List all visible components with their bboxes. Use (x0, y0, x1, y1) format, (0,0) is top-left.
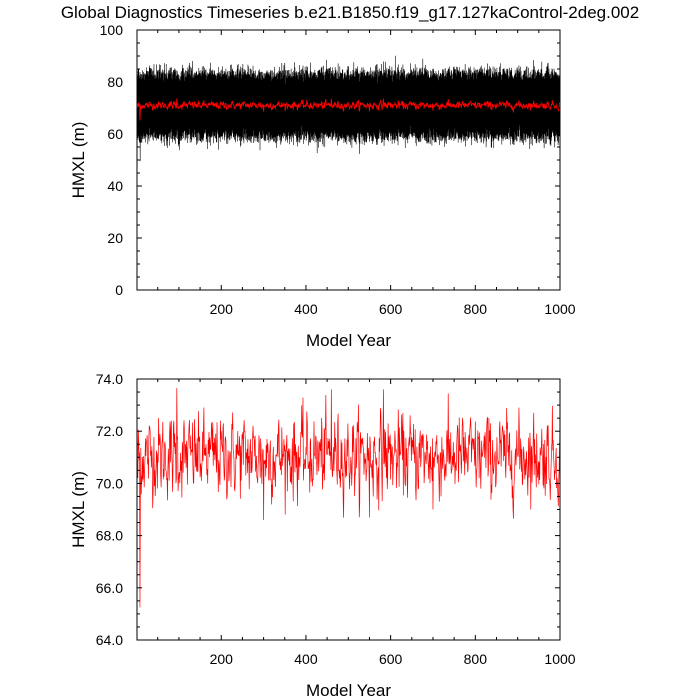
x-axis-title: Model Year (306, 331, 391, 350)
chart-panel-bottom: 200 400 600 800 1000 64.0 66.0 68.0 70.0 72.0 74.0… (69, 371, 576, 700)
x-tick-label: 200 (210, 301, 234, 317)
x-axis-title: Model Year (306, 681, 391, 700)
x-tick-label: 800 (464, 651, 488, 667)
series-line-annual-mean (137, 98, 560, 121)
series-line-monthly (137, 55, 560, 290)
y-tick-label: 40 (107, 178, 123, 194)
y-axis-title: HMXL (m) (69, 471, 88, 548)
x-tick-label: 600 (379, 651, 403, 667)
series-group (137, 388, 560, 608)
y-tick-label: 100 (100, 22, 124, 38)
x-tick-label: 1000 (544, 651, 575, 667)
series-group (137, 55, 560, 290)
figure-title: Global Diagnostics Timeseries b.e21.B185… (61, 3, 639, 22)
y-tick-label: 60 (107, 126, 123, 142)
y-tick-label: 80 (107, 74, 123, 90)
y-tick-label: 68.0 (96, 528, 123, 544)
y-tick-label: 72.0 (96, 423, 123, 439)
x-tick-label: 600 (379, 301, 403, 317)
y-tick-label: 20 (107, 230, 123, 246)
tick-group: 200 400 600 800 1000 64.0 66.0 68.0 70.0 72.0 74.0 (96, 371, 576, 667)
plot-area-frame (136, 378, 561, 641)
y-tick-label: 0 (115, 282, 123, 298)
x-tick-label: 200 (210, 651, 234, 667)
tick-group: 200 400 600 800 1000 0 20 40 60 80 100 (100, 22, 576, 317)
y-tick-label: 66.0 (96, 580, 123, 596)
y-tick-label: 70.0 (96, 475, 123, 491)
y-tick-label: 64.0 (96, 632, 123, 648)
x-tick-label: 400 (294, 301, 318, 317)
x-tick-label: 800 (464, 301, 488, 317)
y-tick-label: 74.0 (96, 371, 123, 387)
series-line-annual-mean (137, 388, 560, 608)
x-tick-label: 1000 (544, 301, 575, 317)
y-axis-title: HMXL (m) (69, 122, 88, 199)
x-tick-label: 400 (294, 651, 318, 667)
